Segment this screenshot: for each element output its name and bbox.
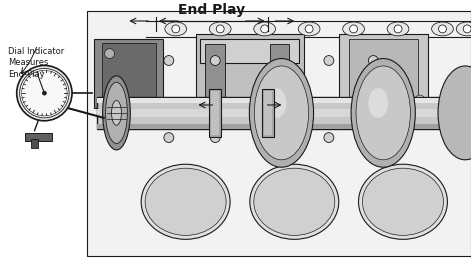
Ellipse shape xyxy=(254,22,275,36)
Bar xyxy=(270,44,289,108)
Bar xyxy=(201,39,299,64)
Bar xyxy=(94,39,163,108)
Bar xyxy=(50,97,58,103)
Ellipse shape xyxy=(106,82,128,143)
Ellipse shape xyxy=(103,76,130,150)
Ellipse shape xyxy=(267,88,286,118)
Bar xyxy=(195,34,304,113)
Bar xyxy=(87,11,471,256)
Ellipse shape xyxy=(141,164,230,239)
Ellipse shape xyxy=(145,168,226,235)
Circle shape xyxy=(274,93,284,103)
Circle shape xyxy=(394,25,402,33)
Ellipse shape xyxy=(111,101,121,125)
Ellipse shape xyxy=(165,22,187,36)
Bar xyxy=(349,39,418,108)
Ellipse shape xyxy=(356,66,410,160)
Ellipse shape xyxy=(210,22,231,36)
Circle shape xyxy=(352,95,362,105)
Circle shape xyxy=(164,133,174,143)
Circle shape xyxy=(42,91,46,95)
Circle shape xyxy=(324,133,334,143)
Circle shape xyxy=(261,25,269,33)
Circle shape xyxy=(19,68,69,118)
Ellipse shape xyxy=(249,59,314,167)
Circle shape xyxy=(105,93,115,103)
Bar xyxy=(205,44,225,108)
Bar xyxy=(97,98,467,103)
Circle shape xyxy=(210,93,220,103)
Circle shape xyxy=(350,25,357,33)
Ellipse shape xyxy=(254,66,309,160)
Ellipse shape xyxy=(387,22,409,36)
Bar xyxy=(25,133,52,140)
Circle shape xyxy=(164,56,174,65)
Ellipse shape xyxy=(298,22,320,36)
Ellipse shape xyxy=(343,22,365,36)
Text: Dial Indicator
Measures
End-Play: Dial Indicator Measures End-Play xyxy=(8,47,64,79)
Circle shape xyxy=(216,25,224,33)
Circle shape xyxy=(172,25,180,33)
Circle shape xyxy=(368,133,378,143)
Bar xyxy=(97,97,467,129)
Text: End Play: End Play xyxy=(178,3,246,17)
Circle shape xyxy=(324,56,334,65)
Bar xyxy=(97,109,467,117)
Circle shape xyxy=(415,95,425,105)
Circle shape xyxy=(105,49,115,59)
Bar xyxy=(264,91,272,135)
Bar xyxy=(97,124,467,129)
Ellipse shape xyxy=(432,22,453,36)
Ellipse shape xyxy=(351,59,415,167)
Ellipse shape xyxy=(438,66,474,160)
Ellipse shape xyxy=(358,164,447,239)
Circle shape xyxy=(210,56,220,65)
Bar xyxy=(262,89,273,136)
Circle shape xyxy=(17,65,72,121)
Ellipse shape xyxy=(363,168,444,235)
Ellipse shape xyxy=(254,168,335,235)
Bar xyxy=(210,89,221,136)
Ellipse shape xyxy=(250,164,339,239)
Ellipse shape xyxy=(456,22,474,36)
Circle shape xyxy=(438,25,447,33)
Circle shape xyxy=(368,56,378,65)
Circle shape xyxy=(463,25,471,33)
Circle shape xyxy=(210,133,220,143)
Ellipse shape xyxy=(368,88,388,118)
Bar xyxy=(101,43,156,104)
Bar xyxy=(30,139,38,148)
Bar xyxy=(339,34,428,113)
Bar xyxy=(211,91,219,135)
Circle shape xyxy=(305,25,313,33)
